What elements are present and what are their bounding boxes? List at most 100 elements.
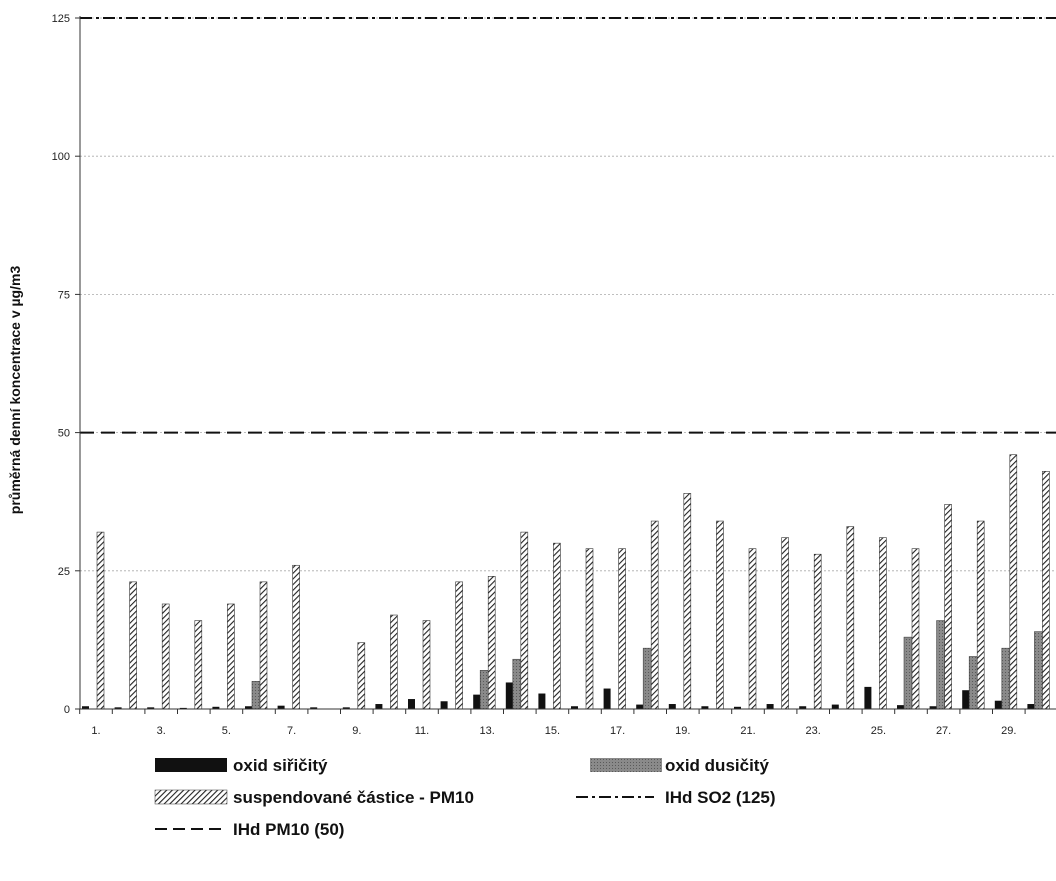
- bar-pm10: [683, 493, 692, 710]
- y-tick-label: 0: [64, 704, 70, 716]
- bar-so2: [245, 706, 252, 709]
- bar-no2: [512, 658, 522, 710]
- bar-so2: [505, 682, 513, 709]
- bar-pm10: [813, 553, 822, 710]
- legend: oxid siřičitý oxid dusičitý suspendované…: [154, 756, 776, 839]
- legend-label-pm10: suspendované částice - PM10: [233, 788, 474, 807]
- bar-pm10: [618, 548, 626, 710]
- bar-pm10: [292, 564, 300, 710]
- bar-pm10: [96, 531, 105, 710]
- bar-pm10: [455, 581, 463, 710]
- x-tick-label: 15.: [545, 725, 560, 737]
- legend-label-ihd-pm10: IHd PM10 (50): [233, 820, 344, 839]
- bar-pm10: [585, 548, 594, 710]
- x-tick-label: 25.: [871, 725, 886, 737]
- x-tick-label: 27.: [936, 725, 951, 737]
- bar-so2: [342, 707, 350, 709]
- bar-so2: [701, 706, 709, 709]
- bar-pm10: [976, 520, 985, 710]
- bar-pm10: [553, 542, 561, 710]
- y-tick-label: 100: [52, 151, 70, 163]
- legend-swatch-no2: [590, 758, 662, 772]
- bar-no2: [642, 647, 652, 710]
- axes: [79, 16, 1056, 710]
- bar-pm10: [1042, 470, 1050, 710]
- bar-no2: [903, 636, 913, 710]
- bar-so2: [799, 706, 807, 709]
- bar-so2: [571, 706, 578, 709]
- bar-pm10: [748, 548, 757, 710]
- bar-so2: [636, 704, 644, 709]
- bar-pm10: [911, 548, 920, 710]
- reference-lines: [80, 17, 1056, 434]
- x-tick-label: 17.: [610, 725, 625, 737]
- bars: [82, 454, 1050, 710]
- bar-no2: [479, 670, 489, 710]
- bar-so2: [994, 700, 1002, 709]
- x-tick-label: 23.: [806, 725, 821, 737]
- legend-swatch-so2: [155, 758, 227, 772]
- gridlines: [80, 17, 1056, 572]
- bar-so2: [440, 701, 448, 709]
- y-tick-label: 50: [58, 428, 70, 440]
- y-tick-label: 75: [58, 289, 70, 301]
- bar-so2: [114, 707, 122, 709]
- x-tick-label: 29.: [1001, 725, 1016, 737]
- x-tick-label: 11.: [415, 725, 429, 737]
- legend-label-ihd-so2: IHd SO2 (125): [665, 788, 776, 807]
- bar-so2: [603, 688, 611, 709]
- bar-pm10: [520, 531, 529, 710]
- x-tick-label: 9.: [352, 725, 361, 737]
- legend-label-no2: oxid dusičitý: [665, 756, 769, 775]
- bar-no2: [251, 681, 261, 710]
- bar-so2: [375, 704, 383, 709]
- x-tick-label: 21.: [740, 725, 755, 737]
- bar-pm10: [650, 520, 659, 710]
- x-axis-ticks: 1. 3. 5. 7. 9. 11. 13. 15. 17. 19. 21. 23. 25. 27. 29.: [79, 709, 1026, 737]
- bar-pm10: [879, 537, 887, 710]
- bar-pm10: [357, 642, 366, 710]
- x-tick-label: 19.: [675, 725, 690, 737]
- bar-so2: [310, 707, 318, 709]
- x-tick-label: 13.: [480, 725, 495, 737]
- bar-so2: [668, 704, 676, 709]
- bar-pm10: [259, 581, 268, 710]
- bar-so2: [864, 686, 872, 709]
- bar-so2: [473, 694, 481, 709]
- bar-pm10: [129, 581, 137, 710]
- bar-pm10: [944, 504, 952, 710]
- y-axis-label: průměrná denní koncentrace v µg/m3: [7, 266, 23, 515]
- bar-so2: [408, 699, 415, 709]
- bar-so2: [179, 707, 187, 709]
- bar-so2: [82, 706, 89, 709]
- bar-pm10: [390, 614, 398, 710]
- bar-no2: [1034, 631, 1043, 710]
- bar-so2: [277, 705, 285, 709]
- x-tick-label: 1.: [91, 725, 100, 737]
- bar-pm10: [846, 526, 855, 710]
- bar-pm10: [422, 620, 431, 710]
- bar-so2: [929, 706, 937, 709]
- bar-no2: [968, 656, 978, 710]
- bar-so2: [962, 690, 970, 709]
- bar-pm10: [716, 520, 724, 710]
- legend-swatch-pm10: [154, 789, 228, 805]
- legend-label-so2: oxid siřičitý: [233, 756, 328, 775]
- bar-so2: [766, 704, 774, 709]
- bar-no2: [936, 620, 945, 710]
- bar-so2: [538, 693, 546, 709]
- bar-so2: [734, 706, 741, 709]
- bar-pm10: [1009, 454, 1018, 710]
- bar-so2: [831, 704, 839, 709]
- x-tick-label: 7.: [287, 725, 296, 737]
- x-tick-label: 3.: [157, 725, 166, 737]
- x-tick-label: 5.: [222, 725, 231, 737]
- bar-pm10: [161, 603, 170, 710]
- bar-so2: [147, 707, 155, 709]
- y-tick-label: 25: [58, 566, 70, 578]
- bar-no2: [1001, 647, 1011, 710]
- bar-so2: [212, 706, 220, 709]
- bar-pm10: [487, 576, 496, 710]
- y-axis-ticks: 0 25 50 75 100 125: [52, 13, 80, 716]
